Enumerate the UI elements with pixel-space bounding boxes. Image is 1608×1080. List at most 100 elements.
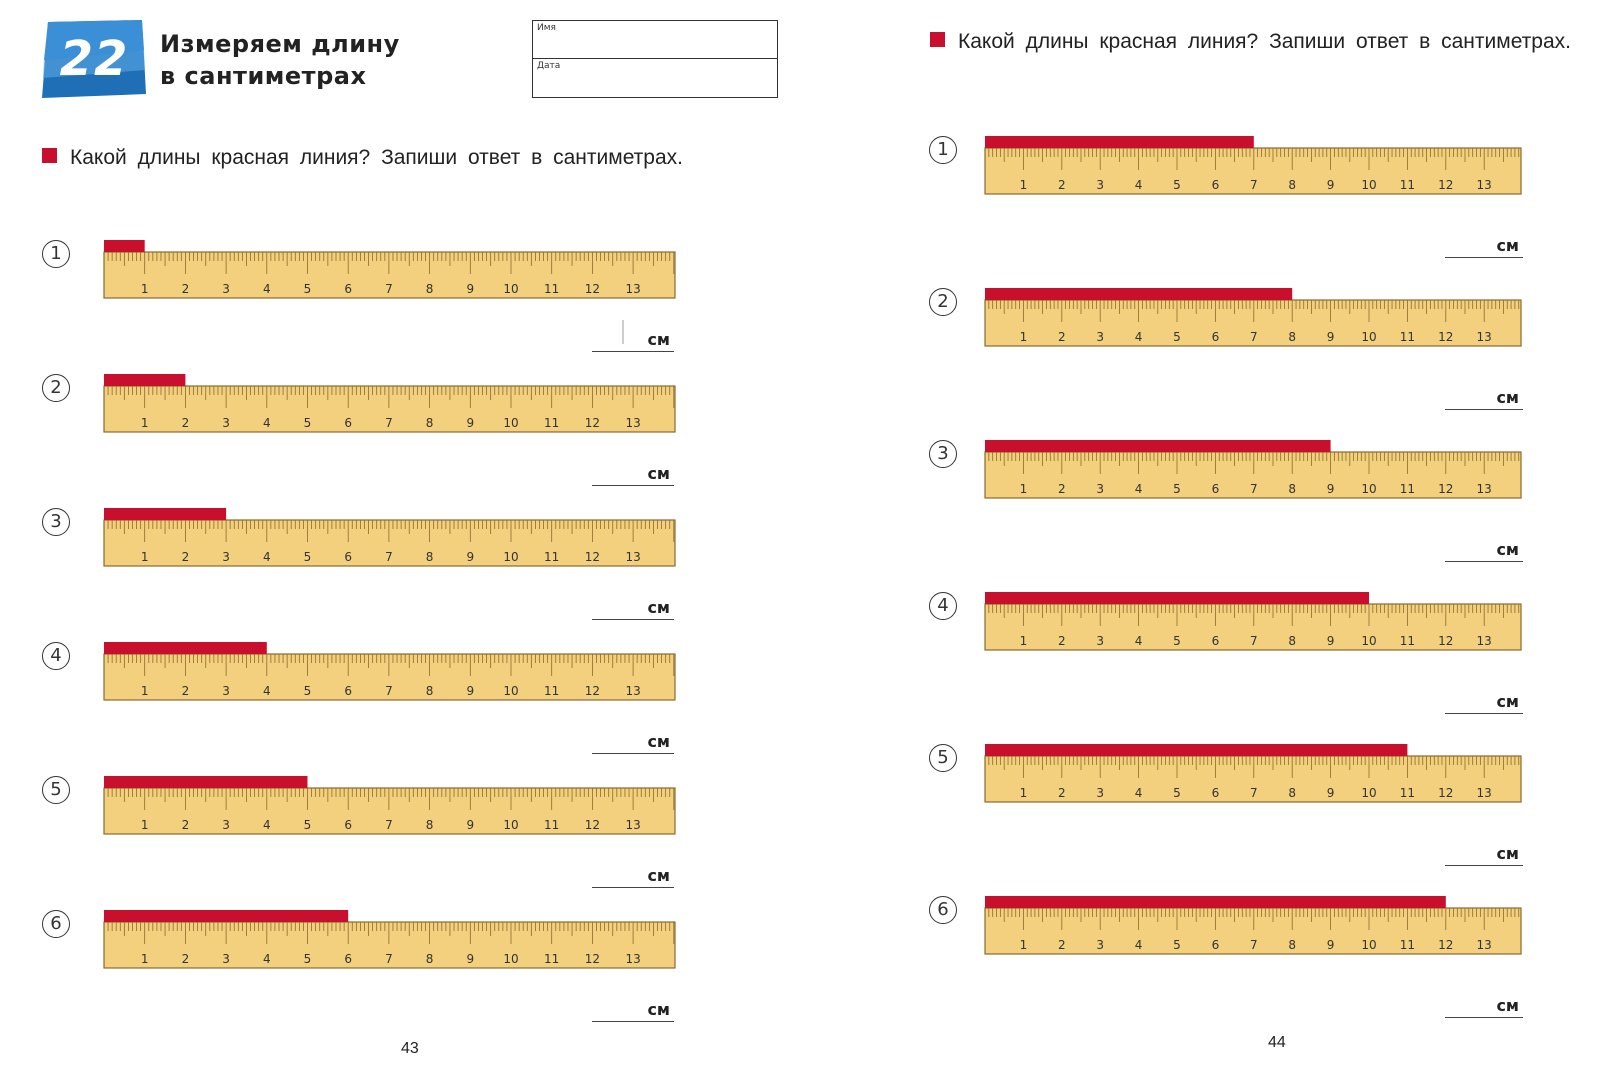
ruler-label: 2 bbox=[182, 684, 190, 698]
ruler-label: 1 bbox=[141, 282, 149, 296]
title-line-1: Измеряем длину bbox=[160, 30, 400, 58]
instruction-text: Какой длины красная линия? Запиши ответ … bbox=[70, 146, 683, 169]
ruler-body bbox=[984, 299, 1522, 347]
ruler-label: 9 bbox=[1327, 786, 1335, 800]
unit-label: см bbox=[647, 598, 670, 617]
ruler-label: 3 bbox=[1096, 178, 1104, 192]
ruler-label: 13 bbox=[1477, 786, 1492, 800]
ruler-label: 5 bbox=[1173, 786, 1181, 800]
ruler-label: 9 bbox=[1327, 634, 1335, 648]
ruler-label: 11 bbox=[1400, 178, 1415, 192]
ruler-label: 7 bbox=[385, 550, 393, 564]
ruler-label: 3 bbox=[222, 550, 230, 564]
ruler-label: 4 bbox=[1135, 786, 1143, 800]
ruler-label: 6 bbox=[1212, 178, 1220, 192]
answer-line bbox=[592, 1021, 674, 1022]
red-line bbox=[985, 136, 1254, 148]
ruler-label: 1 bbox=[1020, 634, 1028, 648]
ruler-label: 6 bbox=[344, 416, 352, 430]
ruler: 1 2 3 4 5 6 7 8 9 10 11 12 13 bbox=[984, 440, 1522, 499]
ruler-label: 2 bbox=[1058, 330, 1066, 344]
ruler-label: 3 bbox=[222, 684, 230, 698]
ruler-label: 13 bbox=[1477, 178, 1492, 192]
unit-label: см bbox=[1496, 692, 1519, 711]
exercise-number: 4 bbox=[929, 592, 957, 620]
ruler-label: 5 bbox=[304, 684, 312, 698]
ruler-label: 4 bbox=[1135, 938, 1143, 952]
ruler-label: 1 bbox=[1020, 482, 1028, 496]
ruler-label: 8 bbox=[1288, 786, 1296, 800]
answer-field[interactable]: см bbox=[1445, 836, 1523, 866]
ruler-label: 5 bbox=[304, 952, 312, 966]
unit-label: см bbox=[1496, 844, 1519, 863]
ruler-label: 13 bbox=[1477, 482, 1492, 496]
ruler-body bbox=[984, 147, 1522, 195]
answer-field[interactable]: см bbox=[592, 590, 674, 620]
answer-field[interactable]: см bbox=[1445, 228, 1523, 258]
ruler-label: 2 bbox=[1058, 482, 1066, 496]
ruler-label: 9 bbox=[466, 818, 474, 832]
ruler-label: 11 bbox=[544, 952, 559, 966]
ruler-label: 6 bbox=[1212, 634, 1220, 648]
answer-field[interactable]: см bbox=[592, 992, 674, 1022]
ruler-label: 6 bbox=[344, 282, 352, 296]
ruler-label: 12 bbox=[585, 550, 600, 564]
ruler-label: 6 bbox=[344, 550, 352, 564]
ruler-label: 12 bbox=[1438, 482, 1453, 496]
ruler-label: 2 bbox=[182, 282, 190, 296]
ruler-label: 6 bbox=[1212, 786, 1220, 800]
red-line bbox=[104, 508, 227, 520]
answer-field[interactable]: см bbox=[1445, 380, 1523, 410]
ruler-label: 4 bbox=[263, 818, 271, 832]
answer-field[interactable]: см bbox=[592, 724, 674, 754]
ruler-label: 4 bbox=[1135, 634, 1143, 648]
ruler-label: 10 bbox=[1361, 938, 1376, 952]
date-field[interactable]: Дата bbox=[533, 59, 777, 97]
ruler-label: 3 bbox=[1096, 634, 1104, 648]
ruler: 1 2 3 4 5 6 7 8 9 10 11 12 13 bbox=[984, 136, 1522, 195]
ruler-label: 7 bbox=[1250, 482, 1258, 496]
answer-field[interactable]: см bbox=[1445, 684, 1523, 714]
answer-line bbox=[592, 619, 674, 620]
answer-field[interactable]: см bbox=[592, 322, 674, 352]
ruler-label: 12 bbox=[585, 952, 600, 966]
ruler-label: 1 bbox=[1020, 330, 1028, 344]
unit-label: см bbox=[647, 330, 670, 349]
ruler-label: 3 bbox=[222, 282, 230, 296]
ruler-label: 7 bbox=[385, 684, 393, 698]
ruler-label: 1 bbox=[141, 818, 149, 832]
ruler-label: 10 bbox=[1361, 786, 1376, 800]
ruler: 1 2 3 4 5 6 7 8 9 10 11 12 13 bbox=[984, 744, 1522, 803]
ruler-label: 10 bbox=[503, 416, 518, 430]
bullet-square-icon bbox=[930, 32, 945, 47]
red-line bbox=[104, 910, 349, 922]
answer-field[interactable]: см bbox=[592, 858, 674, 888]
ruler-label: 8 bbox=[1288, 634, 1296, 648]
answer-field[interactable]: см bbox=[1445, 532, 1523, 562]
answer-field[interactable]: см bbox=[592, 456, 674, 486]
ruler-label: 1 bbox=[1020, 938, 1028, 952]
name-field[interactable]: Имя bbox=[533, 21, 777, 59]
ruler-label: 10 bbox=[1361, 634, 1376, 648]
exercise-number: 3 bbox=[42, 508, 70, 536]
ruler-label: 1 bbox=[1020, 786, 1028, 800]
ruler-label: 8 bbox=[1288, 482, 1296, 496]
instruction: Какой длины красная линия? Запиши ответ … bbox=[930, 30, 1571, 54]
ruler-label: 6 bbox=[1212, 482, 1220, 496]
ruler-label: 4 bbox=[263, 550, 271, 564]
ruler-label: 6 bbox=[1212, 938, 1220, 952]
ruler-label: 5 bbox=[1173, 634, 1181, 648]
page-number: 43 bbox=[401, 1040, 419, 1057]
ruler: 1 2 3 4 5 6 7 8 9 10 11 12 13 bbox=[103, 374, 676, 433]
ruler-label: 6 bbox=[344, 818, 352, 832]
ruler-label: 12 bbox=[585, 282, 600, 296]
answer-line bbox=[1445, 713, 1523, 714]
ruler-label: 12 bbox=[1438, 786, 1453, 800]
answer-line bbox=[1445, 865, 1523, 866]
answer-field[interactable]: см bbox=[1445, 988, 1523, 1018]
ruler-label: 8 bbox=[426, 818, 434, 832]
answer-line bbox=[1445, 1017, 1523, 1018]
ruler: 1 2 3 4 5 6 7 8 9 10 11 12 13 bbox=[984, 288, 1522, 347]
ruler-label: 1 bbox=[141, 416, 149, 430]
ruler-label: 5 bbox=[304, 550, 312, 564]
